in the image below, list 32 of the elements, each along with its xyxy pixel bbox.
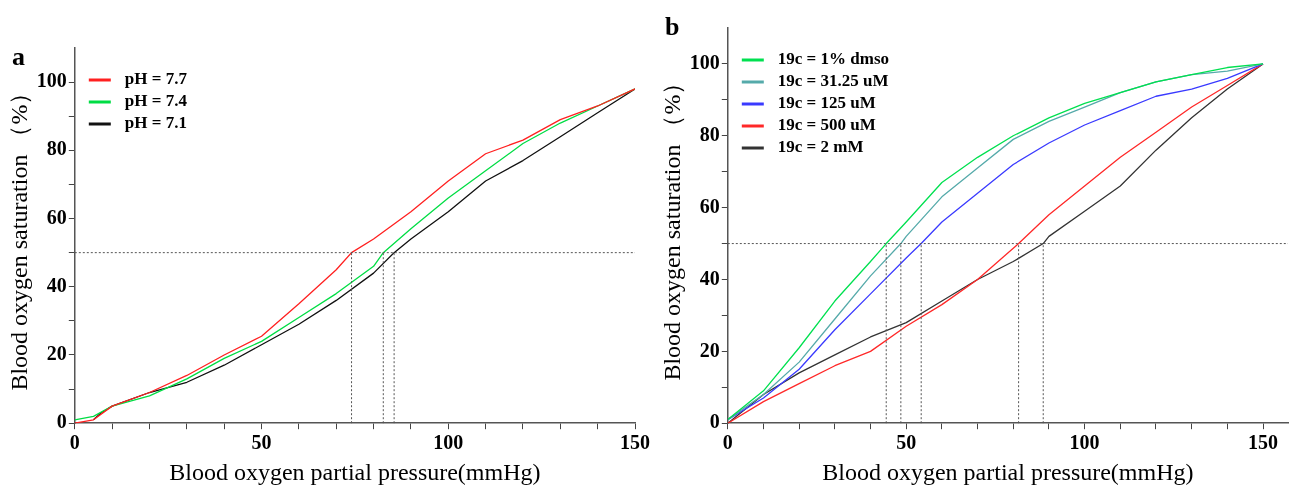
y-tick-label: 0 [56,410,67,433]
legend-label: pH = 7.4 [124,91,188,111]
x-tick-label: 50 [896,431,917,454]
legend-label: pH = 7.1 [124,113,187,133]
x-axis-title: Blood oxygen partial pressure(mmHg) [169,458,541,485]
y-axis-title: Blood oxygen saturation （%） [5,80,32,391]
x-tick-label: 100 [433,431,464,454]
legend-label: 19c = 1% dmso [777,49,890,69]
y-tick-label: 60 [46,205,67,228]
legend-label: 19c = 500 uM [777,115,876,135]
legend-label: 19c = 2 mM [777,137,864,157]
y-tick-label: 40 [46,273,67,296]
y-tick-label: 100 [36,69,67,92]
legend-label: 19c = 125 uM [777,93,876,113]
x-tick-label: 150 [620,431,650,454]
legend-label: 19c = 31.25 uM [777,71,889,91]
y-tick-label: 0 [709,410,720,433]
y-tick-label: 20 [46,342,67,365]
y-tick-label: 80 [699,122,720,145]
x-tick-label: 50 [251,431,272,454]
y-tick-label: 60 [699,194,720,217]
chart-title: b [665,11,680,41]
x-tick-label: 150 [1248,431,1279,454]
y-tick-label: 40 [699,266,720,289]
chart-title: a [12,41,25,71]
y-tick-label: 80 [46,137,67,160]
y-axis-title: Blood oxygen saturation （%） [658,70,685,381]
legend-label: pH = 7.7 [124,69,188,89]
y-tick-label: 100 [689,51,720,74]
y-tick-label: 20 [699,338,720,361]
x-tick-label: 100 [1069,431,1100,454]
x-axis-title: Blood oxygen partial pressure(mmHg) [822,458,1194,485]
